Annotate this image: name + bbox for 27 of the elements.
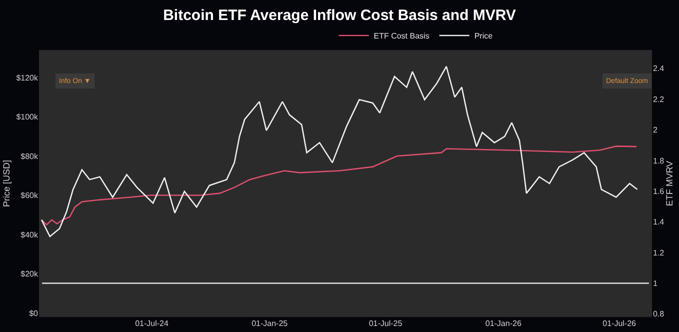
x-tick-label: 01-Jul-25 bbox=[368, 319, 403, 328]
y2-tick-label: 1 bbox=[653, 279, 658, 288]
y2-tick-label: 1.4 bbox=[653, 218, 665, 227]
x-tick-label: 01-Jan-26 bbox=[485, 319, 522, 328]
chart-title: Bitcoin ETF Average Inflow Cost Basis and MVRV bbox=[163, 7, 516, 24]
y-tick-label: $80k bbox=[20, 152, 39, 161]
y2-tick-label: 0.8 bbox=[653, 310, 665, 319]
legend-label: ETF Cost Basis bbox=[374, 32, 430, 41]
x-tick-label: 01-Jul-24 bbox=[135, 319, 169, 328]
y2-tick-label: 1.6 bbox=[653, 186, 665, 196]
line-series bbox=[40, 146, 638, 226]
y-tick-label: $60k bbox=[20, 191, 39, 200]
y-tick-label: $120k bbox=[16, 73, 39, 82]
y-tick-label: $0 bbox=[29, 308, 39, 318]
x-tick-label: 01-Jan-25 bbox=[252, 319, 288, 328]
y-tick-label: $20k bbox=[20, 270, 39, 279]
y2-tick-label: 2 bbox=[653, 126, 658, 135]
y2-tick-label: 2.2 bbox=[653, 94, 665, 104]
legend-label: Price bbox=[474, 32, 494, 41]
y-tick-label: $100k bbox=[16, 112, 39, 122]
y2-axis-title: ETF MVRV bbox=[664, 160, 675, 206]
y-axis-title: Price [USD] bbox=[2, 160, 12, 208]
y-tick-label: $40k bbox=[20, 230, 39, 240]
y2-tick-label: 1.2 bbox=[653, 248, 665, 258]
y2-tick-label: 1.8 bbox=[653, 156, 665, 166]
x-tick-label: 01-Jul-26 bbox=[602, 319, 637, 328]
y2-tick-label: 2.4 bbox=[653, 64, 665, 74]
